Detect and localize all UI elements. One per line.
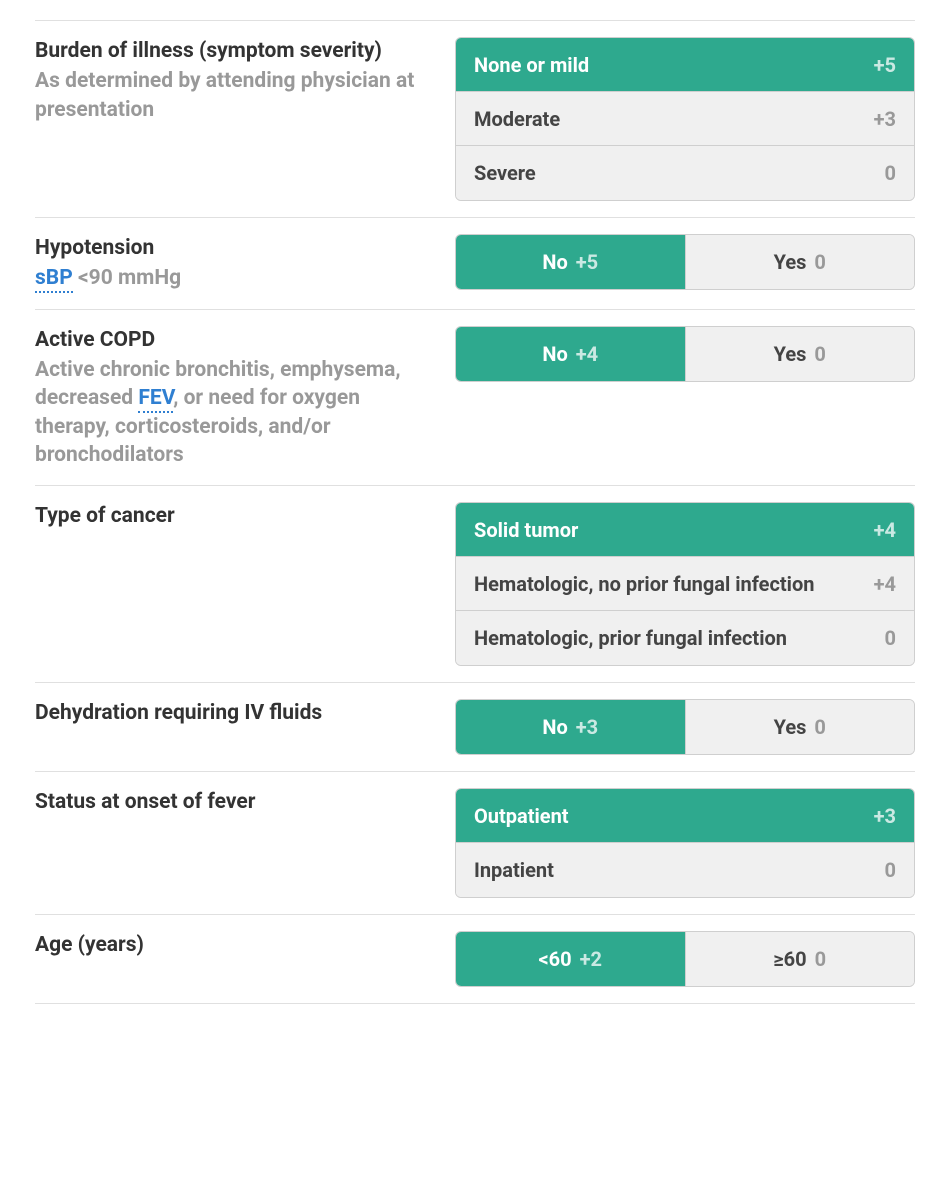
question-row: Type of cancerSolid tumor+4Hematologic, … (35, 486, 915, 683)
option-points: +3 (874, 107, 896, 131)
option-group: Outpatient +3 Inpatient 0 (455, 788, 915, 898)
option-points: +4 (874, 518, 896, 542)
option-group: <60 +2 ≥60 0 (455, 931, 915, 987)
question-title: Dehydration requiring IV fluids (35, 699, 425, 727)
option-button[interactable]: <60 +2 (456, 932, 686, 986)
question-title: Active COPD (35, 326, 425, 354)
option-label: Severe (474, 161, 873, 185)
option-label: Yes (774, 715, 807, 739)
question-label-column: Dehydration requiring IV fluids (35, 699, 435, 755)
question-label-column: Active COPDActive chronic bronchitis, em… (35, 326, 435, 470)
glossary-term[interactable]: sBP (35, 266, 73, 293)
option-label: Outpatient (474, 804, 862, 828)
question-description: sBP <90 mmHg (35, 264, 425, 292)
option-button[interactable]: No +5 (456, 235, 686, 289)
question-input-column: Outpatient +3 Inpatient 0 (455, 788, 915, 898)
question-input-column: No +5 Yes 0 (455, 234, 915, 293)
question-label-column: Type of cancer (35, 502, 435, 666)
question-row: Active COPDActive chronic bronchitis, em… (35, 310, 915, 487)
question-row: Age (years) <60 +2 ≥60 0 (35, 915, 915, 1004)
option-button[interactable]: Yes 0 (686, 235, 915, 289)
option-label: Hematologic, prior fungal infection (474, 626, 873, 650)
option-label: Moderate (474, 107, 862, 131)
question-input-column: No +3 Yes 0 (455, 699, 915, 755)
question-input-column: No +4 Yes 0 (455, 326, 915, 470)
option-points: +5 (576, 250, 598, 274)
question-row: Burden of illness (symptom severity)As d… (35, 20, 915, 218)
option-button[interactable]: Yes 0 (686, 327, 915, 381)
option-label: Inpatient (474, 858, 873, 882)
risk-score-form: Burden of illness (symptom severity)As d… (35, 20, 915, 1004)
option-group: Solid tumor+4Hematologic, no prior funga… (455, 502, 915, 666)
question-row: Dehydration requiring IV fluids No +3 Yes 0 (35, 683, 915, 772)
option-button[interactable]: Yes 0 (686, 700, 915, 754)
option-button[interactable]: Severe 0 (456, 146, 914, 200)
question-title: Status at onset of fever (35, 788, 425, 816)
option-button[interactable]: ≥60 0 (686, 932, 915, 986)
option-label: Yes (774, 342, 807, 366)
glossary-term[interactable]: FEV (138, 386, 173, 413)
question-title: Age (years) (35, 931, 425, 959)
question-row: Status at onset of fever Outpatient +3 Inpa… (35, 772, 915, 915)
option-points: 0 (814, 250, 825, 274)
option-points: 0 (885, 858, 896, 882)
option-button[interactable]: Hematologic, prior fungal infection 0 (456, 611, 914, 665)
question-label-column: Age (years) (35, 931, 435, 987)
question-title: Type of cancer (35, 502, 425, 530)
option-points: 0 (815, 947, 826, 971)
option-label: Hematologic, no prior fungal infection (474, 572, 862, 596)
option-label: <60 (538, 947, 571, 971)
option-points: +3 (874, 804, 896, 828)
option-points: +4 (874, 572, 896, 596)
question-input-column: Solid tumor+4Hematologic, no prior funga… (455, 502, 915, 666)
option-points: 0 (814, 342, 825, 366)
option-points: 0 (885, 161, 896, 185)
question-title: Hypotension (35, 234, 425, 262)
option-button[interactable]: Hematologic, no prior fungal infection +4 (456, 557, 914, 611)
option-points: +3 (576, 715, 598, 739)
option-button[interactable]: No +4 (456, 327, 686, 381)
option-label: No (542, 250, 567, 274)
question-title: Burden of illness (symptom severity) (35, 37, 425, 65)
option-button[interactable]: Solid tumor +4 (456, 503, 914, 557)
option-group: None or mild +5 Moderate +3 Severe 0 (455, 37, 915, 201)
question-label-column: Status at onset of fever (35, 788, 435, 898)
question-description: Active chronic bronchitis, emphysema, de… (35, 356, 425, 469)
option-points: +2 (580, 947, 602, 971)
question-description: As determined by attending physician at … (35, 67, 425, 124)
option-points: +4 (576, 342, 598, 366)
question-label-column: HypotensionsBP <90 mmHg (35, 234, 435, 293)
question-label-column: Burden of illness (symptom severity)As d… (35, 37, 435, 201)
option-points: +5 (874, 53, 896, 77)
option-button[interactable]: Moderate +3 (456, 92, 914, 146)
option-points: 0 (814, 715, 825, 739)
option-label: None or mild (474, 53, 862, 77)
option-label: ≥60 (773, 947, 806, 971)
option-button[interactable]: None or mild +5 (456, 38, 914, 92)
option-button[interactable]: Outpatient +3 (456, 789, 914, 843)
option-points: 0 (885, 626, 896, 650)
question-row: HypotensionsBP <90 mmHg No +5 Yes 0 (35, 218, 915, 310)
option-label: Yes (774, 250, 807, 274)
option-button[interactable]: Inpatient 0 (456, 843, 914, 897)
option-button[interactable]: No +3 (456, 700, 686, 754)
option-label: No (542, 342, 567, 366)
question-input-column: None or mild +5 Moderate +3 Severe 0 (455, 37, 915, 201)
option-group: No +4 Yes 0 (455, 326, 915, 382)
option-label: No (542, 715, 567, 739)
question-input-column: <60 +2 ≥60 0 (455, 931, 915, 987)
option-group: No +5 Yes 0 (455, 234, 915, 290)
option-group: No +3 Yes 0 (455, 699, 915, 755)
option-label: Solid tumor (474, 518, 862, 542)
